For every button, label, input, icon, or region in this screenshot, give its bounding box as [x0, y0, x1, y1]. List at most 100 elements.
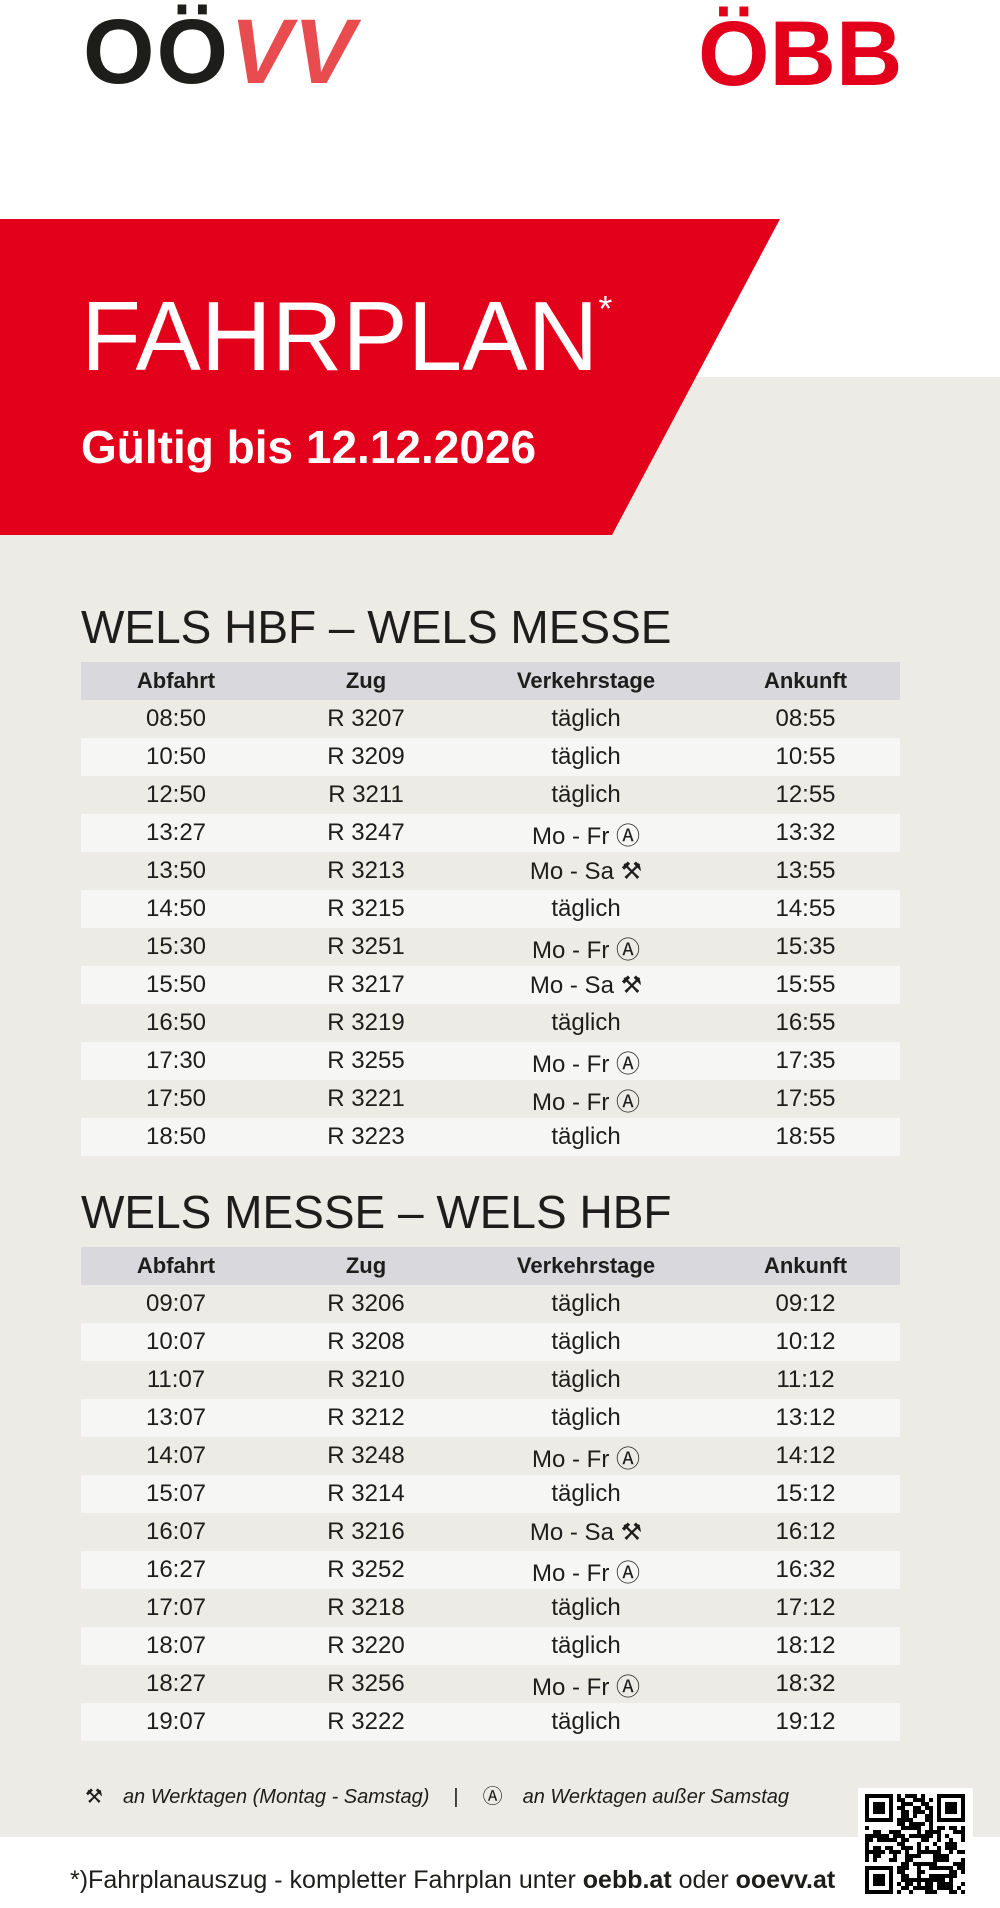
- cell: Mo - Fr Ⓐ: [532, 1445, 640, 1473]
- cell: 10:55: [775, 743, 836, 770]
- qr-module: [893, 1830, 897, 1834]
- cell: 10:07: [145, 1328, 207, 1355]
- timetable: Abfahrt Zug Verkehrstage Ankunft 08:50 R 3207…: [81, 662, 900, 1156]
- table-row: 15:07 R 3214 täglich 15:12: [81, 1475, 900, 1513]
- table-row: 18:07 R 3220 täglich 18:12: [81, 1627, 900, 1665]
- oovv-logo: OÖVV: [83, 0, 357, 105]
- cell: R 3207: [327, 705, 405, 732]
- cell: R 3213: [327, 857, 405, 884]
- qr-module: [921, 1798, 925, 1802]
- qr-module: [949, 1866, 953, 1870]
- qr-module: [921, 1862, 925, 1866]
- cell: 08:55: [775, 705, 836, 732]
- qr-module: [949, 1826, 953, 1830]
- table-row: 09:07 R 3206 täglich 09:12: [81, 1285, 900, 1323]
- qr-module: [957, 1850, 961, 1854]
- qr-module: [925, 1830, 929, 1834]
- qr-module: [961, 1858, 965, 1862]
- qr-module: [925, 1814, 929, 1818]
- qr-module: [957, 1862, 961, 1866]
- qr-module: [941, 1858, 945, 1862]
- table-row: 18:50 R 3223 täglich 18:55: [81, 1118, 900, 1156]
- cell: 16:50: [145, 1009, 207, 1036]
- qr-module: [901, 1838, 905, 1842]
- qr-module: [921, 1810, 925, 1814]
- qr-module: [905, 1866, 909, 1870]
- qr-module: [909, 1826, 913, 1830]
- table-row: 16:07 R 3216 Mo - Sa ⚒ 16:12: [81, 1513, 900, 1551]
- qr-module: [961, 1830, 965, 1834]
- cell: täglich: [551, 1366, 621, 1393]
- qr-module: [881, 1850, 885, 1854]
- qr-module: [881, 1834, 885, 1838]
- cell: R 3223: [327, 1123, 405, 1150]
- cell: 09:12: [775, 1290, 836, 1317]
- oebb-logo: ÖBB: [698, 3, 903, 105]
- qr-module: [917, 1870, 921, 1874]
- qr-module: [929, 1834, 933, 1838]
- qr-module: [929, 1798, 933, 1802]
- qr-module: [905, 1818, 909, 1822]
- qr-module: [961, 1870, 965, 1874]
- qr-module: [937, 1854, 941, 1858]
- qr-module: [937, 1874, 941, 1878]
- qr-module: [937, 1858, 941, 1862]
- qr-module: [925, 1818, 929, 1822]
- cell: R 3252: [327, 1556, 405, 1583]
- qr-module: [949, 1870, 953, 1874]
- qr-module: [913, 1794, 917, 1798]
- cell: täglich: [551, 1009, 621, 1036]
- table-row: 18:27 R 3256 Mo - Fr Ⓐ 18:32: [81, 1665, 900, 1703]
- qr-module: [873, 1846, 877, 1850]
- qr-module: [917, 1874, 921, 1878]
- qr-module: [917, 1822, 921, 1826]
- qr-module: [917, 1854, 921, 1858]
- legend-text: an Werktagen außer Samstag: [522, 1786, 790, 1808]
- qr-module: [909, 1890, 913, 1894]
- footer: *)Fahrplanauszug - kompletter Fahrplan u…: [70, 1866, 835, 1895]
- qr-module: [929, 1826, 933, 1830]
- legend-symbol: Ⓐ: [482, 1786, 503, 1808]
- qr-module: [949, 1886, 953, 1890]
- qr-module: [921, 1794, 925, 1798]
- qr-module: [913, 1878, 917, 1882]
- qr-module: [925, 1806, 929, 1810]
- qr-module: [929, 1866, 933, 1870]
- qr-module: [889, 1858, 893, 1862]
- qr-module: [901, 1842, 905, 1846]
- legend-text: an Werktagen (Montag - Samstag): [122, 1786, 430, 1808]
- cell: 13:07: [145, 1404, 207, 1431]
- cell: täglich: [551, 1290, 621, 1317]
- qr-module: [945, 1858, 949, 1862]
- qr-module: [961, 1838, 965, 1842]
- cell: 13:12: [775, 1404, 836, 1431]
- cell: 13:27: [145, 819, 207, 846]
- separator: |: [453, 1786, 459, 1808]
- qr-module: [949, 1842, 953, 1846]
- cell: R 3218: [327, 1594, 405, 1621]
- qr-module: [945, 1854, 949, 1858]
- cell: täglich: [551, 1123, 621, 1150]
- qr-module: [905, 1794, 909, 1798]
- banner: [0, 219, 780, 535]
- link[interactable]: ooevv.at: [735, 1866, 836, 1894]
- qr-module: [961, 1850, 965, 1854]
- link[interactable]: oebb.at: [582, 1866, 672, 1894]
- qr-module: [945, 1886, 949, 1890]
- qr-module: [913, 1826, 917, 1830]
- table-row: 19:07 R 3222 täglich 19:12: [81, 1703, 900, 1741]
- qr-module: [961, 1834, 965, 1838]
- qr-module: [873, 1830, 877, 1834]
- column-header: Zug: [345, 1253, 387, 1278]
- qr-module: [925, 1838, 929, 1842]
- qr-module: [901, 1874, 905, 1878]
- qr-module: [865, 1850, 869, 1854]
- qr-module: [905, 1874, 909, 1878]
- qr-module: [929, 1890, 933, 1894]
- table-row: 17:50 R 3221 Mo - Fr Ⓐ 17:55: [81, 1080, 900, 1118]
- cell: täglich: [551, 743, 621, 770]
- qr-module: [937, 1846, 941, 1850]
- qr-module: [905, 1814, 909, 1818]
- qr-module: [917, 1810, 921, 1814]
- qr-module: [869, 1838, 873, 1842]
